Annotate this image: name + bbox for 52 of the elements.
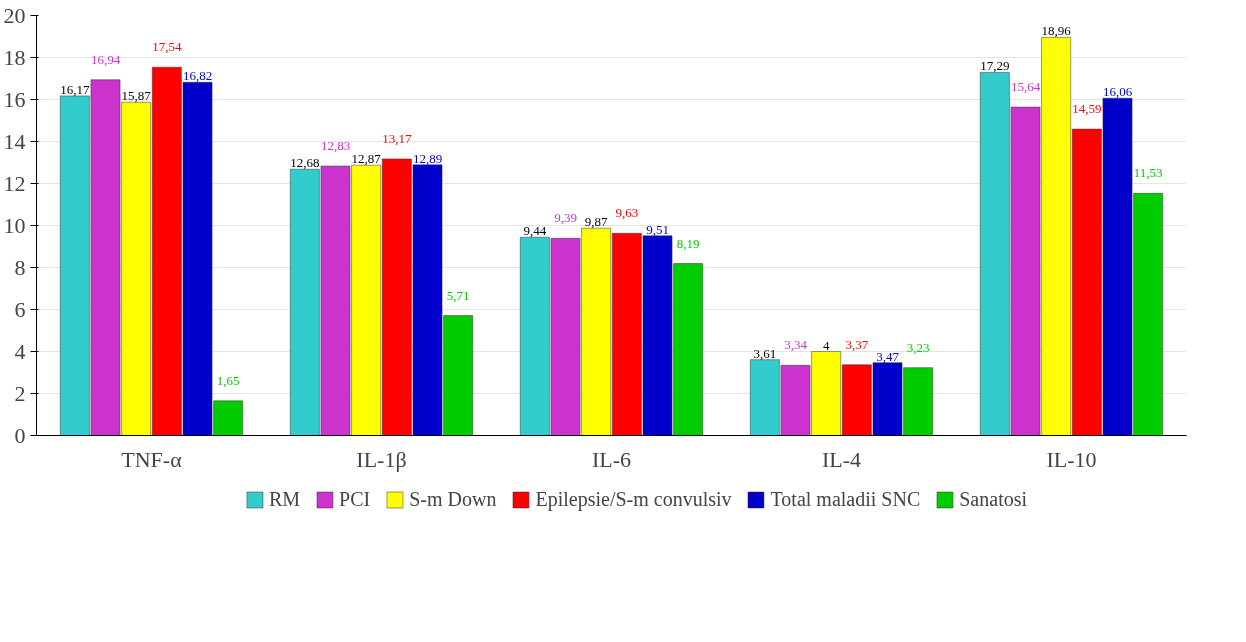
- data-label: 14,59: [1072, 101, 1102, 117]
- legend-label: Total maladii SNC: [770, 487, 921, 511]
- legend-label: PCI: [339, 487, 371, 511]
- x-tick-label: IL-1β: [356, 446, 407, 472]
- y-tick-label: 20: [3, 2, 26, 28]
- legend-label: Sanatosi: [959, 487, 1028, 511]
- data-label: 16,94: [90, 51, 121, 67]
- data-label: 9,63: [615, 205, 639, 221]
- data-label: 15,87: [121, 88, 152, 104]
- data-label: 13,17: [382, 130, 412, 146]
- y-tick-label: 16: [3, 86, 26, 112]
- data-label: 18,96: [1041, 23, 1072, 39]
- data-label: 9,51: [646, 221, 669, 237]
- y-tick-label: 8: [14, 254, 26, 280]
- data-label: 4: [822, 337, 830, 353]
- x-tick-label: IL-6: [591, 446, 632, 472]
- data-label: 8,19: [676, 235, 700, 251]
- data-label: 9,39: [554, 210, 577, 226]
- y-tick-label: 2: [14, 380, 26, 406]
- x-tick-label: TNF-α: [121, 446, 183, 472]
- data-label: 9,87: [584, 214, 609, 230]
- data-label: 16,17: [60, 81, 90, 97]
- y-tick-label: 0: [14, 422, 26, 448]
- data-label: 16,82: [182, 68, 213, 84]
- data-label: 3,34: [784, 337, 808, 353]
- data-label: 15,64: [1010, 79, 1041, 95]
- y-tick-label: 10: [3, 212, 26, 238]
- data-label: 12,83: [320, 138, 351, 154]
- y-tick-label: 12: [3, 170, 26, 196]
- data-label: 5,71: [446, 287, 470, 303]
- data-label: 12,68: [290, 155, 320, 171]
- y-tick-label: 14: [3, 128, 26, 154]
- data-label: 3,61: [753, 345, 777, 361]
- data-label: 9,44: [523, 223, 547, 239]
- data-label: 16,06: [1102, 84, 1133, 100]
- y-tick-label: 18: [3, 44, 26, 70]
- data-label: 12,87: [351, 151, 382, 167]
- data-label: 17,54: [152, 39, 182, 55]
- y-tick-label: 4: [14, 338, 26, 364]
- x-tick-label: IL-4: [821, 446, 862, 472]
- x-tick-label: IL-10: [1046, 446, 1097, 472]
- data-label: 3,47: [876, 348, 900, 364]
- data-label: 11,53: [1133, 165, 1163, 181]
- legend-label: Epilepsie/S-m convulsiv: [535, 487, 732, 511]
- y-tick-label: 6: [14, 296, 26, 322]
- data-label: 1,65: [216, 372, 240, 388]
- legend-label: RM: [268, 487, 301, 511]
- legend-label: S-m Down: [409, 487, 497, 511]
- data-label: 3,23: [906, 339, 930, 355]
- data-label: 3,37: [845, 336, 869, 352]
- data-label: 12,89: [412, 150, 443, 166]
- data-label: 17,29: [980, 58, 1010, 74]
